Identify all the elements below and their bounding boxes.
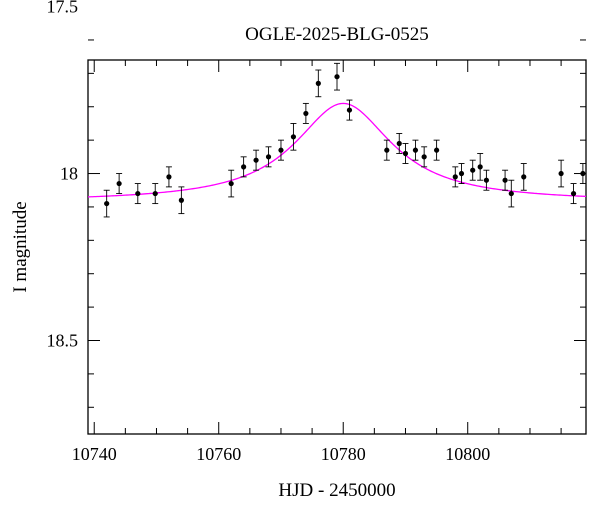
y-tick-label: 18	[60, 164, 78, 184]
data-point-marker	[384, 147, 390, 153]
data-point-marker	[521, 174, 527, 180]
data-point	[346, 99, 353, 121]
data-point	[483, 169, 490, 191]
tick-labels-layer: 10740 10760 10780 10800 17.5 18 18.5	[47, 0, 491, 464]
data-point	[290, 122, 297, 151]
data-point-marker	[412, 147, 419, 153]
data-point	[383, 139, 390, 161]
data-point	[302, 102, 309, 124]
data-point	[458, 163, 465, 185]
data-point-marker	[558, 170, 564, 177]
data-point-marker	[152, 190, 158, 197]
data-point-marker	[346, 107, 353, 113]
data-point-marker	[290, 134, 297, 140]
data-point-marker	[228, 180, 234, 187]
data-point-marker	[483, 177, 489, 183]
data-point-marker	[508, 190, 514, 197]
x-tick-label: 10740	[72, 444, 117, 464]
data-point	[421, 146, 428, 168]
data-point	[116, 173, 123, 195]
data-point	[477, 153, 484, 181]
y-tick-label: 18.5	[47, 331, 79, 351]
data-point	[277, 139, 284, 161]
data-point	[396, 133, 403, 154]
data-point	[178, 186, 185, 215]
data-point-marker	[570, 190, 577, 197]
data-point-marker	[315, 80, 321, 86]
data-point	[570, 183, 577, 205]
data-point-marker	[402, 150, 409, 157]
data-point	[134, 183, 141, 205]
data-point-marker	[253, 157, 259, 163]
data-point	[558, 159, 565, 188]
data-point	[103, 189, 110, 218]
data-point-marker	[178, 197, 184, 203]
data-point	[520, 163, 527, 191]
data-point-marker	[278, 147, 284, 153]
data-point-marker	[303, 110, 309, 117]
data-point	[469, 159, 476, 181]
data-point-marker	[135, 190, 141, 197]
data-point	[240, 156, 247, 178]
y-axis-label: I magnitude	[10, 201, 31, 292]
data-point-marker	[265, 154, 272, 160]
data-point-marker	[502, 177, 508, 183]
data-point-marker	[104, 200, 110, 207]
data-point	[502, 169, 509, 191]
data-point	[452, 166, 459, 188]
data-point	[228, 169, 235, 198]
x-tick-label: 10760	[196, 444, 241, 464]
data-point	[253, 149, 260, 171]
plot-frame	[87, 59, 587, 435]
data-point-marker	[458, 170, 465, 177]
data-point	[334, 62, 340, 91]
data-point	[508, 179, 515, 208]
data-point	[402, 143, 409, 164]
data-point	[315, 69, 322, 98]
data-point-marker	[434, 147, 440, 153]
data-point-marker	[470, 167, 476, 173]
data-point-marker	[334, 74, 340, 80]
data-points-layer	[103, 62, 586, 218]
x-tick-label: 10800	[445, 444, 490, 464]
y-tick-label: 17.5	[47, 0, 79, 17]
axis-ticks-layer	[88, 39, 586, 434]
data-point	[433, 139, 440, 161]
data-point-marker	[421, 154, 427, 160]
data-point-marker	[116, 180, 122, 187]
data-point	[152, 183, 159, 205]
x-axis-label: HJD - 2450000	[278, 480, 395, 501]
data-point	[412, 139, 419, 161]
chart-title: OGLE-2025-BLG-0525	[245, 24, 429, 45]
data-point-marker	[166, 174, 172, 180]
data-point-marker	[396, 140, 402, 147]
data-point-marker	[477, 164, 483, 170]
data-point-marker	[452, 174, 458, 180]
data-point	[265, 146, 272, 168]
x-tick-label: 10780	[321, 444, 366, 464]
data-point	[165, 166, 172, 188]
data-point-marker	[241, 164, 247, 170]
